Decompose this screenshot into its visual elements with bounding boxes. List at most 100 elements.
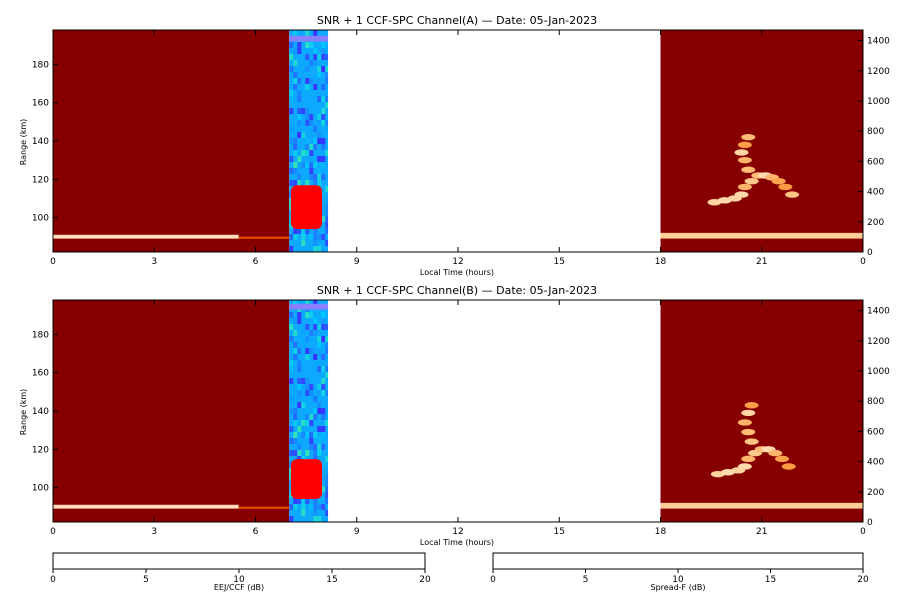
panel-b-eej-speckle <box>321 378 326 384</box>
panel-a-y2-tick-label: 1200 <box>867 67 890 77</box>
panel-a-eej-speckle <box>293 60 298 66</box>
panel-a-eej-speckle <box>297 126 302 132</box>
panel-a-eej-speckle <box>289 168 294 174</box>
panel-b-eej-speckle <box>309 348 314 354</box>
panel-b-x-tick-label: 12 <box>452 527 463 537</box>
panel-a-eej-speckle <box>321 66 326 72</box>
panel-b-eej-speckle <box>321 408 326 414</box>
panel-b-y2-tick-label: 400 <box>867 458 884 468</box>
panel-b-eej-speckle <box>297 450 302 456</box>
panel-b-eej-speckle <box>297 402 302 408</box>
panel-b-eej-speckle <box>325 480 330 486</box>
panel-b-eej-speckle <box>313 318 318 324</box>
panel-b-eej-speckle <box>301 378 306 384</box>
panel-b-x-tick-label: 0 <box>50 527 56 537</box>
panel-a-y2-tick-label: 200 <box>867 218 884 228</box>
panel-b-eej-speckle <box>321 426 326 432</box>
panel-a-eej-speckle <box>317 246 322 252</box>
panel-a-eej-speckle <box>305 138 310 144</box>
panel-a-eej-speckle <box>309 42 314 48</box>
panel-b-eej-speckle <box>317 444 322 450</box>
panel-a-eej-speckle <box>305 144 310 150</box>
panel-a-eej-speckle <box>289 54 294 60</box>
panel-b-eej-speckle <box>325 486 330 492</box>
panel-a-eej-speckle <box>325 54 330 60</box>
panel-a-eej-speckle <box>301 108 306 114</box>
panel-a-eej-speckle <box>309 234 314 240</box>
panel-b-eej-speckle <box>297 384 302 390</box>
panel-b-eej-speckle <box>289 312 294 318</box>
panel-a-eej-speckle <box>325 228 330 234</box>
panel-b-eej-speckle <box>313 504 318 510</box>
panel-a-eej-speckle <box>317 234 322 240</box>
panel-a-eej-speckle <box>321 120 326 126</box>
panel-a-spread-f-echo <box>737 183 752 191</box>
panel-a-eej-speckle <box>297 90 302 96</box>
panel-b-eej-speckle <box>317 402 322 408</box>
panel-a-eej-speckle <box>293 72 298 78</box>
panel-a-eej-speckle <box>293 234 298 240</box>
panel-a-eej-speckle <box>321 186 326 192</box>
panel-a-y2-tick-label: 1400 <box>867 37 890 47</box>
panel-a-eej-speckle <box>317 78 322 84</box>
panel-b-eej-speckle <box>317 504 322 510</box>
panel-b-spread-f-echo <box>741 455 756 463</box>
panel-b-eej-speckle <box>289 336 294 342</box>
panel-b-eej-speckle <box>317 426 322 432</box>
panel-b-title: SNR + 1 CCF-SPC Channel(B) — Date: 05-Ja… <box>317 284 597 297</box>
panel-b-y2-tick-label: 1000 <box>867 367 890 377</box>
panel-b-eej-speckle <box>309 444 314 450</box>
panel-b-eej-speckle <box>313 354 318 360</box>
panel-b-eej-speckle <box>317 336 322 342</box>
panel-a-eej-speckle <box>313 60 318 66</box>
panel-b-eej-speckle <box>297 444 302 450</box>
panel-a-eej-speckle <box>293 84 298 90</box>
panel-a-eej-speckle <box>305 66 310 72</box>
panel-a-eej-speckle <box>313 234 318 240</box>
panel-a-eej-speckle <box>325 120 330 126</box>
panel-b-eej-speckle <box>297 312 302 318</box>
panel-a-y-tick-label: 180 <box>32 60 49 70</box>
panel-a-spread-f-echo <box>734 191 749 198</box>
panel-a-eej-speckle <box>289 246 294 252</box>
panel-b-y2-tick-label: 1200 <box>867 337 890 347</box>
panel-b-eej-speckle <box>317 438 322 444</box>
panel-b-eej-speckle <box>321 390 326 396</box>
panel-b-eej-speckle <box>309 504 314 510</box>
panel-a-eej-speckle <box>289 66 294 72</box>
panel-a-eej-speckle <box>325 96 330 102</box>
panel-b-eej-speckle <box>317 384 322 390</box>
panel-a-eej-speckle <box>309 60 314 66</box>
panel-a-eej-speckle <box>301 60 306 66</box>
panel-b-eej-speckle <box>325 456 330 462</box>
panel-a-eej-speckle <box>313 162 318 168</box>
panel-b-eej-speckle <box>289 516 294 522</box>
panel-a-ylabel: Range (km) <box>19 119 28 166</box>
panel-b-eej-speckle <box>305 336 310 342</box>
panel-b-eej-echo <box>290 459 323 500</box>
panel-a-eej-speckle <box>313 138 318 144</box>
panel-a-eej-speckle <box>301 240 306 246</box>
panel-b-eej-speckle <box>301 456 306 462</box>
panel-b-eej-speckle <box>293 318 298 324</box>
panel-a-eej-speckle <box>321 138 326 144</box>
panel-b-eej-speckle <box>325 390 330 396</box>
panel-b-eej-speckle <box>325 366 330 372</box>
panel-a-eej-speckle <box>321 234 326 240</box>
panel-b-eej-speckle <box>309 312 314 318</box>
panel-a-eej-speckle <box>297 78 302 84</box>
panel-b-eej-speckle <box>313 330 318 336</box>
panel-b-eej-speckle <box>297 318 302 324</box>
panel-a-eej-speckle <box>309 150 314 156</box>
panel-b-eej-speckle <box>313 414 318 420</box>
panel-a-eej-speckle <box>293 78 298 84</box>
panel-a-eej-speckle <box>321 48 326 54</box>
panel-b-eej-speckle <box>321 414 326 420</box>
panel-a-eej-speckle <box>313 126 318 132</box>
panel-a-eej-speckle <box>325 240 330 246</box>
panel-b-eej-speckle <box>289 438 294 444</box>
panel-b-eej-speckle <box>289 318 294 324</box>
panel-a-eej-speckle <box>313 30 318 36</box>
panel-b-eej-speckle <box>301 498 306 504</box>
